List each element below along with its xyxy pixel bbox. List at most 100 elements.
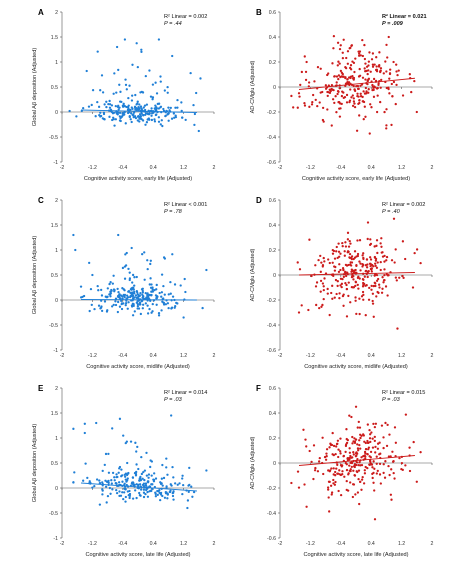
- data-point: [107, 102, 110, 106]
- data-point: [140, 488, 143, 491]
- data-point: [127, 96, 130, 100]
- data-point: [99, 307, 102, 310]
- data-point: [113, 124, 116, 127]
- data-point: [153, 472, 156, 475]
- p-value-label: P = .78: [164, 209, 183, 215]
- x-tick-label: 0.4: [150, 353, 157, 359]
- data-point: [72, 427, 75, 430]
- data-point: [376, 94, 379, 97]
- data-point: [322, 120, 325, 123]
- data-point: [307, 85, 310, 88]
- data-point: [141, 477, 144, 480]
- data-point: [174, 115, 178, 119]
- data-point: [298, 95, 301, 98]
- data-point: [362, 293, 365, 297]
- data-point: [140, 472, 144, 476]
- data-point: [343, 95, 347, 99]
- data-point: [197, 129, 200, 133]
- data-point: [358, 99, 361, 102]
- data-point: [147, 293, 150, 297]
- data-point: [337, 77, 340, 81]
- x-tick-label: -0.4: [118, 541, 127, 547]
- data-point: [133, 471, 137, 475]
- data-point: [372, 422, 375, 426]
- data-point: [149, 465, 152, 469]
- data-point: [358, 439, 361, 442]
- x-tick-label: -1.2: [88, 165, 97, 171]
- data-point: [115, 488, 118, 492]
- data-point: [155, 288, 158, 291]
- data-point: [332, 482, 335, 485]
- data-point: [351, 75, 354, 78]
- x-axis-label: Cognitive activity score, midlife (Adjus…: [304, 364, 408, 370]
- data-point: [332, 35, 336, 38]
- y-tick-label: -1: [53, 348, 58, 354]
- data-point: [338, 87, 341, 90]
- data-point: [385, 43, 388, 47]
- data-point: [358, 260, 361, 263]
- data-point: [351, 286, 355, 289]
- x-tick-label: -1.2: [306, 541, 315, 547]
- data-point: [372, 460, 375, 463]
- data-point: [348, 451, 352, 454]
- data-point: [366, 423, 369, 426]
- data-point: [318, 101, 321, 104]
- data-point: [374, 282, 377, 285]
- data-point: [121, 266, 125, 270]
- data-point: [358, 443, 361, 447]
- data-point: [356, 87, 360, 91]
- data-point: [100, 299, 103, 302]
- data-point: [141, 307, 144, 310]
- data-point: [118, 467, 121, 470]
- data-point: [365, 90, 368, 93]
- data-point: [183, 277, 186, 281]
- p-value-label: P = .03: [164, 397, 183, 403]
- data-point: [146, 259, 149, 262]
- data-point: [354, 280, 357, 283]
- data-point: [328, 469, 332, 472]
- data-point: [91, 273, 94, 277]
- data-point: [391, 450, 394, 453]
- fit-line: [298, 77, 415, 90]
- data-point: [373, 435, 376, 439]
- data-point: [96, 50, 99, 53]
- data-point: [353, 250, 357, 253]
- data-point: [182, 316, 185, 319]
- data-point: [146, 304, 149, 307]
- data-point: [120, 100, 123, 104]
- data-point: [327, 488, 330, 491]
- data-point: [348, 252, 352, 256]
- data-point: [410, 90, 413, 94]
- data-point: [128, 271, 131, 274]
- data-point: [339, 102, 342, 105]
- data-point: [360, 463, 364, 467]
- data-point: [93, 307, 96, 311]
- data-point: [344, 245, 348, 248]
- data-point: [96, 284, 99, 288]
- data-point: [169, 292, 172, 295]
- data-point: [325, 452, 328, 455]
- data-point: [374, 79, 378, 83]
- data-point: [419, 451, 422, 454]
- data-point: [136, 291, 139, 294]
- data-point: [337, 270, 341, 274]
- data-point: [364, 62, 367, 65]
- data-point: [151, 310, 154, 313]
- data-point: [303, 483, 306, 486]
- data-point: [371, 292, 375, 295]
- data-point: [116, 105, 119, 109]
- x-axis-label: Cognitive activity score, midlife (Adjus…: [86, 364, 190, 370]
- data-point: [201, 306, 204, 310]
- data-point: [131, 314, 135, 317]
- x-tick-label: 2: [213, 541, 216, 547]
- data-point: [310, 460, 313, 463]
- y-axis-label: AD-CMglu (Adjusted): [250, 248, 256, 301]
- data-point: [151, 290, 154, 293]
- data-point: [313, 80, 316, 83]
- data-point: [154, 477, 158, 480]
- x-tick-label: 2: [431, 541, 434, 547]
- data-point: [368, 437, 372, 440]
- data-point: [384, 285, 388, 288]
- x-tick-label: -0.4: [336, 165, 345, 171]
- data-point: [395, 83, 398, 87]
